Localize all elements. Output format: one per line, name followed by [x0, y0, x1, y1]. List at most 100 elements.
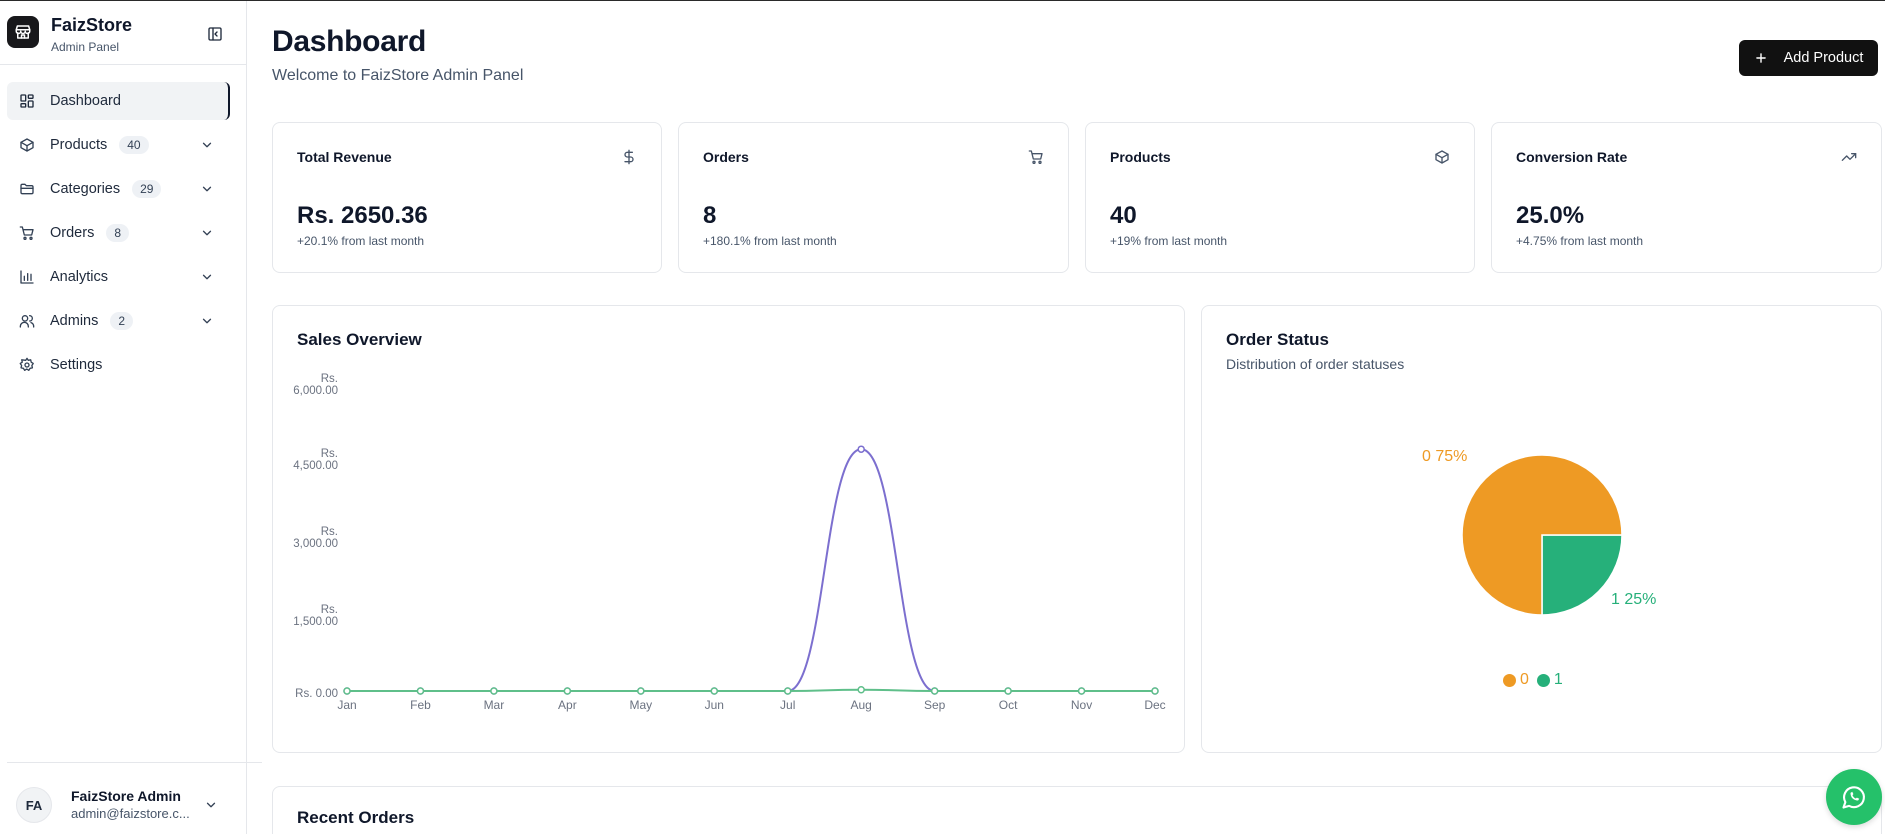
- legend-item-0[interactable]: 0: [1503, 671, 1529, 689]
- sidebar-nav: Dashboard Products 40 Categories 29 Orde…: [7, 82, 230, 390]
- sales-overview-card: Sales Overview: [272, 305, 1185, 753]
- brand: FaizStore Admin Panel: [7, 11, 240, 55]
- legend-item-1[interactable]: 1: [1536, 671, 1563, 689]
- stat-change: +4.75% from last month: [1516, 234, 1644, 248]
- sidebar: FaizStore Admin Panel Dashboard Products…: [0, 1, 262, 834]
- sidebar-item-analytics[interactable]: Analytics: [7, 258, 230, 296]
- sidebar-item-label: Orders: [50, 225, 95, 241]
- legend-label: 1: [1553, 671, 1563, 688]
- sidebar-item-categories[interactable]: Categories 29: [7, 170, 230, 208]
- stat-title: Conversion Rate: [1516, 149, 1628, 165]
- stat-change: +20.1% from last month: [297, 234, 425, 248]
- sidebar-toggle-button[interactable]: [205, 24, 225, 44]
- add-product-button[interactable]: Add Product: [1739, 40, 1878, 76]
- stat-value: Rs. 2650.36: [297, 202, 428, 229]
- stat-title: Products: [1110, 149, 1171, 165]
- stat-title: Total Revenue: [297, 149, 392, 165]
- x-tick-label: Sep: [923, 698, 946, 712]
- plus-icon: [1754, 51, 1768, 65]
- x-tick-label: Apr: [558, 698, 577, 712]
- chevron-down-icon[interactable]: [200, 270, 214, 284]
- card-title: Recent Orders: [297, 808, 415, 827]
- cart-icon: [1028, 149, 1044, 165]
- x-tick-label: Nov: [1070, 698, 1093, 712]
- card-title: Order Status: [1226, 330, 1329, 349]
- sidebar-item-admins[interactable]: Admins 2: [7, 302, 230, 340]
- chevron-down-icon[interactable]: [200, 138, 214, 152]
- gear-icon: [19, 357, 35, 373]
- avatar: FA: [16, 787, 52, 823]
- stat-change: +19% from last month: [1110, 234, 1228, 248]
- pie-legend: 0 1: [1503, 671, 1571, 689]
- pie-label-1: 1 25%: [1611, 591, 1657, 608]
- package-icon: [19, 137, 35, 153]
- y-tick-label: Rs. 0.00: [295, 688, 338, 700]
- trending-up-icon: [1841, 149, 1857, 165]
- package-icon: [1434, 149, 1450, 165]
- count-badge: 40: [119, 136, 149, 154]
- brand-name: FaizStore: [51, 15, 133, 35]
- brand-subtitle: Admin Panel: [51, 40, 120, 54]
- chevron-down-icon[interactable]: [204, 798, 218, 812]
- sidebar-item-label: Admins: [50, 313, 99, 329]
- user-menu[interactable]: FA FaizStore Admin admin@faizstore.c...: [16, 785, 226, 825]
- x-tick-label: May: [629, 698, 653, 712]
- stat-card-conversion: Conversion Rate 25.0% +4.75% from last m…: [1491, 122, 1882, 273]
- users-icon: [19, 313, 35, 329]
- stat-card-orders: Orders 8 +180.1% from last month: [678, 122, 1069, 273]
- count-badge: 2: [110, 312, 134, 330]
- legend-label: 0: [1520, 671, 1529, 688]
- y-tick-label: Rs. 6,000.00: [293, 373, 338, 397]
- sidebar-item-label: Analytics: [50, 269, 109, 285]
- page-title: Dashboard: [272, 25, 426, 58]
- chevron-down-icon[interactable]: [200, 182, 214, 196]
- stat-value: 8: [703, 202, 717, 229]
- layout-dashboard-icon: [19, 93, 35, 109]
- sidebar-item-dashboard[interactable]: Dashboard: [7, 82, 230, 120]
- bar-chart-icon: [19, 269, 35, 285]
- divider: [7, 762, 262, 763]
- panel-left-icon: [208, 27, 222, 41]
- whatsapp-chat-button[interactable]: [1826, 769, 1882, 825]
- chevron-down-icon[interactable]: [200, 314, 214, 328]
- chevron-down-icon[interactable]: [200, 226, 214, 240]
- divider: [0, 64, 246, 65]
- stat-change: +180.1% from last month: [703, 234, 837, 248]
- whatsapp-icon: [1842, 786, 1865, 809]
- x-tick-label: Dec: [1144, 698, 1166, 712]
- card-subtitle: Distribution of order statuses: [1226, 356, 1405, 372]
- pie-label-0: 0 75%: [1422, 448, 1468, 465]
- shopping-cart-icon: [19, 225, 35, 241]
- user-email: admin@faizstore.c...: [71, 806, 190, 821]
- folder-icon: [19, 181, 35, 197]
- stat-card-products: Products 40 +19% from last month: [1085, 122, 1475, 273]
- page-subtitle: Welcome to FaizStore Admin Panel: [272, 67, 524, 84]
- x-tick-label: Jan: [337, 698, 357, 712]
- x-tick-label: Mar: [483, 698, 505, 712]
- sidebar-item-products[interactable]: Products 40: [7, 126, 230, 164]
- sidebar-item-orders[interactable]: Orders 8: [7, 214, 230, 252]
- x-tick-label: Jun: [704, 698, 724, 712]
- user-name: FaizStore Admin: [71, 788, 181, 804]
- add-product-label: Add Product: [1783, 50, 1864, 66]
- y-tick-label: Rs. 3,000.00: [293, 526, 338, 550]
- store-icon: [7, 16, 39, 48]
- sidebar-item-label: Settings: [50, 357, 103, 373]
- stat-value: 40: [1110, 202, 1137, 229]
- stat-value: 25.0%: [1516, 202, 1585, 229]
- x-tick-label: Oct: [998, 698, 1018, 712]
- legend-swatch: [1536, 673, 1550, 687]
- x-tick-label: Aug: [850, 698, 872, 712]
- y-tick-label: Rs. 1,500.00: [293, 604, 338, 628]
- y-tick-label: Rs. 4,500.00: [293, 448, 338, 472]
- stat-card-revenue: Total Revenue Rs. 2650.36 +20.1% from la…: [272, 122, 662, 273]
- sidebar-item-label: Products: [50, 137, 108, 153]
- card-title: Sales Overview: [297, 330, 422, 349]
- x-tick-label: Jul: [780, 698, 796, 712]
- count-badge: 8: [106, 224, 130, 242]
- x-tick-label: Feb: [410, 698, 431, 712]
- legend-swatch: [1503, 673, 1516, 687]
- sidebar-item-label: Dashboard: [50, 93, 121, 109]
- sidebar-item-settings[interactable]: Settings: [7, 346, 230, 384]
- recent-orders-card: Recent Orders: [272, 786, 1882, 834]
